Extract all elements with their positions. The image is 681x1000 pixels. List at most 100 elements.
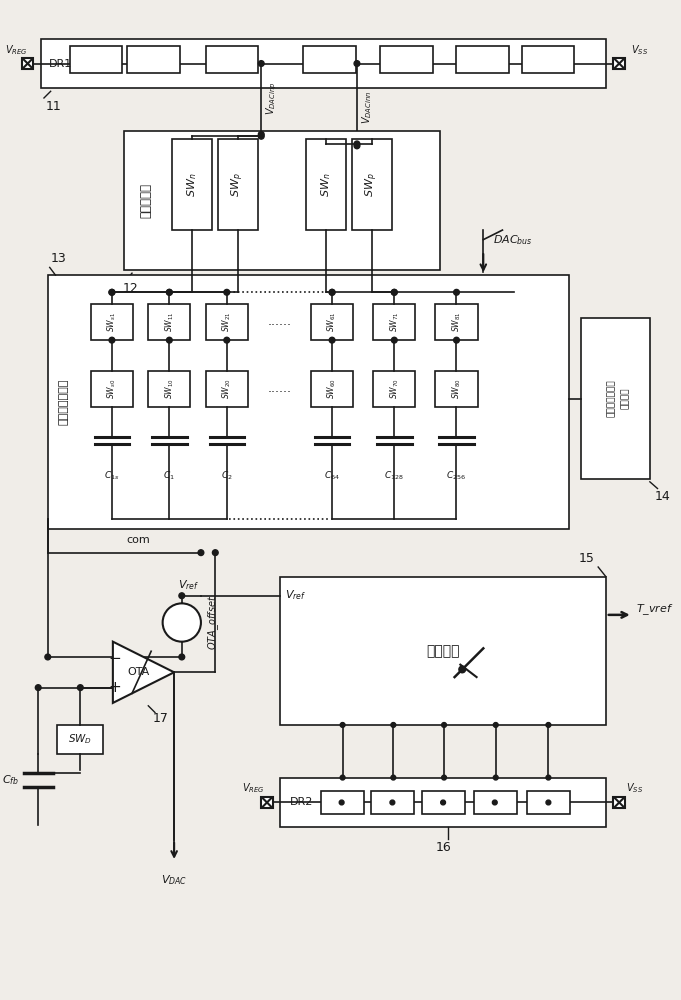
Text: $SW_p$: $SW_p$ bbox=[230, 172, 247, 197]
Bar bbox=[48, 275, 569, 529]
Text: $SW_{70}$: $SW_{70}$ bbox=[388, 379, 400, 399]
Text: 16: 16 bbox=[435, 841, 451, 854]
Text: $V_{ref}$: $V_{ref}$ bbox=[178, 578, 199, 592]
Circle shape bbox=[441, 800, 445, 805]
Bar bbox=[456, 46, 509, 73]
Text: $SW_{11}$: $SW_{11}$ bbox=[163, 312, 176, 332]
Text: $SW_{81}$: $SW_{81}$ bbox=[450, 312, 463, 332]
Text: $SW_{20}$: $SW_{20}$ bbox=[221, 379, 233, 399]
Circle shape bbox=[329, 289, 335, 295]
Bar bbox=[306, 139, 347, 230]
Bar bbox=[206, 46, 258, 73]
Bar bbox=[614, 58, 625, 69]
Circle shape bbox=[224, 289, 229, 295]
Bar bbox=[311, 304, 353, 340]
Text: $SW_{10}$: $SW_{10}$ bbox=[163, 379, 176, 399]
Bar bbox=[281, 577, 606, 725]
Text: $V_{SS}$: $V_{SS}$ bbox=[631, 43, 648, 57]
Text: OTA: OTA bbox=[127, 667, 150, 677]
Bar bbox=[127, 46, 180, 73]
Bar bbox=[281, 778, 606, 827]
Circle shape bbox=[546, 775, 551, 780]
Circle shape bbox=[392, 289, 397, 295]
Bar bbox=[57, 725, 104, 754]
Bar bbox=[91, 371, 133, 407]
Text: $V_{REG}$: $V_{REG}$ bbox=[5, 43, 27, 57]
Circle shape bbox=[179, 654, 185, 660]
Circle shape bbox=[493, 775, 498, 780]
Circle shape bbox=[109, 289, 115, 295]
Bar bbox=[148, 371, 191, 407]
Text: 第二电容器阵列: 第二电容器阵列 bbox=[607, 380, 616, 417]
Circle shape bbox=[442, 775, 447, 780]
Circle shape bbox=[258, 133, 264, 139]
Polygon shape bbox=[113, 642, 174, 703]
Circle shape bbox=[459, 666, 466, 673]
Circle shape bbox=[391, 775, 396, 780]
Text: $V_{DAC}$: $V_{DAC}$ bbox=[161, 873, 187, 887]
Text: com: com bbox=[127, 535, 151, 545]
Circle shape bbox=[258, 61, 264, 66]
Text: 13: 13 bbox=[50, 252, 67, 265]
Bar bbox=[614, 797, 625, 808]
Text: $V_{ref}$: $V_{ref}$ bbox=[285, 588, 306, 602]
Text: $T\_vref$: $T\_vref$ bbox=[637, 603, 674, 617]
Text: $SW_{21}$: $SW_{21}$ bbox=[221, 312, 233, 332]
Circle shape bbox=[166, 289, 172, 295]
Bar bbox=[581, 318, 650, 479]
Circle shape bbox=[78, 685, 83, 690]
Bar bbox=[206, 371, 248, 407]
Text: $SW_n$: $SW_n$ bbox=[185, 172, 200, 197]
Text: $SW_D$: $SW_D$ bbox=[68, 732, 93, 746]
Text: 12: 12 bbox=[123, 282, 138, 295]
Text: 11: 11 bbox=[46, 100, 61, 113]
Circle shape bbox=[392, 289, 397, 295]
Text: $SW_{s0}$: $SW_{s0}$ bbox=[106, 379, 118, 399]
Circle shape bbox=[35, 685, 41, 690]
Text: $C_{128}$: $C_{128}$ bbox=[384, 470, 405, 482]
Circle shape bbox=[212, 550, 218, 556]
Bar bbox=[218, 139, 258, 230]
Circle shape bbox=[45, 654, 50, 660]
Bar bbox=[41, 39, 606, 88]
Bar bbox=[172, 139, 212, 230]
Circle shape bbox=[340, 723, 345, 727]
Circle shape bbox=[492, 800, 497, 805]
Bar bbox=[148, 304, 191, 340]
Text: $C_1$: $C_1$ bbox=[163, 470, 175, 482]
Circle shape bbox=[109, 337, 115, 343]
Text: $SW_{60}$: $SW_{60}$ bbox=[326, 379, 338, 399]
Bar bbox=[371, 791, 414, 814]
Text: ......: ...... bbox=[268, 315, 291, 328]
Text: 开关网络: 开关网络 bbox=[426, 644, 460, 658]
Circle shape bbox=[329, 337, 335, 343]
Bar bbox=[321, 791, 364, 814]
Text: $V_{SS}$: $V_{SS}$ bbox=[626, 781, 643, 795]
Circle shape bbox=[329, 289, 335, 295]
Text: $V_{REG}$: $V_{REG}$ bbox=[242, 781, 265, 795]
Bar bbox=[373, 304, 415, 340]
Text: $C_{64}$: $C_{64}$ bbox=[324, 470, 340, 482]
Bar bbox=[311, 371, 353, 407]
Text: $C_2$: $C_2$ bbox=[221, 470, 233, 482]
Circle shape bbox=[339, 800, 344, 805]
Text: 偏移补偿: 偏移补偿 bbox=[620, 388, 629, 409]
Text: 15: 15 bbox=[578, 552, 595, 565]
Bar bbox=[352, 139, 392, 230]
Text: 14: 14 bbox=[654, 490, 670, 503]
Circle shape bbox=[198, 550, 204, 556]
Text: $SW_{s1}$: $SW_{s1}$ bbox=[106, 312, 118, 332]
Text: $SW_{80}$: $SW_{80}$ bbox=[450, 379, 463, 399]
Text: $SW_{71}$: $SW_{71}$ bbox=[388, 312, 400, 332]
Circle shape bbox=[163, 603, 201, 642]
Circle shape bbox=[179, 593, 185, 599]
Circle shape bbox=[392, 337, 397, 343]
Text: $SW_{61}$: $SW_{61}$ bbox=[326, 312, 338, 332]
Text: $V_{DACinp}$: $V_{DACinp}$ bbox=[264, 81, 279, 115]
Bar bbox=[303, 46, 356, 73]
Text: DR2: DR2 bbox=[289, 797, 313, 807]
Circle shape bbox=[454, 337, 460, 343]
Text: $SW_n$: $SW_n$ bbox=[319, 172, 333, 197]
Bar bbox=[373, 371, 415, 407]
Bar bbox=[380, 46, 432, 73]
